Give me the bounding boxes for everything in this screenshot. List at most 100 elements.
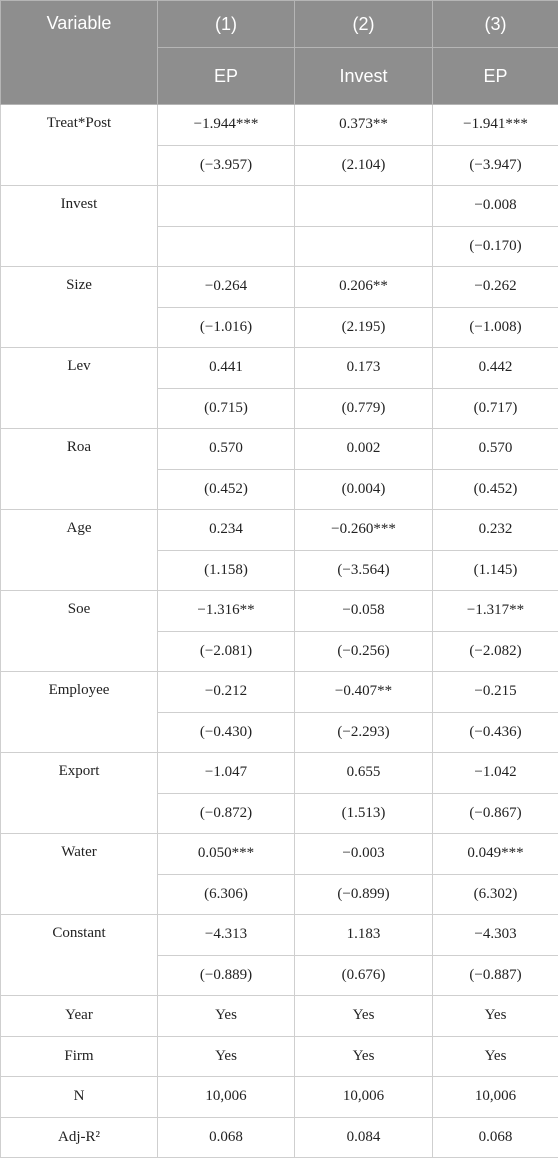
- coef-cell: 0.655: [295, 753, 433, 794]
- t-stat-cell: (−2.081): [158, 631, 295, 672]
- header-cell: (2): [295, 1, 433, 48]
- footer-cell: 10,006: [433, 1077, 558, 1118]
- t-stat-cell: (−0.887): [433, 955, 558, 996]
- header-row: Variable (1) (2) (3): [1, 1, 558, 48]
- footer-cell: 10,006: [158, 1077, 295, 1118]
- coef-cell: −0.212: [158, 672, 295, 713]
- empty-cell: [295, 226, 433, 267]
- t-stat-cell: (0.004): [295, 469, 433, 510]
- coef-cell: −0.003: [295, 834, 433, 875]
- t-stat-cell: (0.676): [295, 955, 433, 996]
- variable-label: Employee: [1, 672, 158, 753]
- t-stat-cell: (0.452): [433, 469, 558, 510]
- coef-cell: −0.407**: [295, 672, 433, 713]
- coef-cell: 0.050***: [158, 834, 295, 875]
- t-stat-cell: (0.717): [433, 388, 558, 429]
- t-stat-cell: (−1.016): [158, 307, 295, 348]
- footer-cell: Yes: [158, 1036, 295, 1077]
- variable-label: Lev: [1, 348, 158, 429]
- t-stat-cell: (2.104): [295, 145, 433, 186]
- coef-cell: 0.570: [158, 429, 295, 470]
- coef-cell: −1.317**: [433, 591, 558, 632]
- coef-row: Treat*Post−1.944***0.373**−1.941***: [1, 105, 558, 146]
- coef-cell: 0.002: [295, 429, 433, 470]
- t-stat-cell: (1.513): [295, 793, 433, 834]
- variable-label: Water: [1, 834, 158, 915]
- footer-cell: Yes: [295, 1036, 433, 1077]
- t-stat-cell: (−0.899): [295, 874, 433, 915]
- footer-label: Adj-R²: [1, 1117, 158, 1158]
- footer-label: Firm: [1, 1036, 158, 1077]
- t-stat-cell: (−0.867): [433, 793, 558, 834]
- variable-label: Age: [1, 510, 158, 591]
- header-cell: EP: [433, 48, 558, 105]
- coef-cell: 0.232: [433, 510, 558, 551]
- footer-cell: 0.068: [158, 1117, 295, 1158]
- variable-label: Size: [1, 267, 158, 348]
- footer-label: Year: [1, 996, 158, 1037]
- coef-cell: −4.313: [158, 915, 295, 956]
- variable-label: Invest: [1, 186, 158, 267]
- empty-cell: [158, 186, 295, 227]
- footer-cell: 10,006: [295, 1077, 433, 1118]
- variable-label: Roa: [1, 429, 158, 510]
- coef-cell: −0.264: [158, 267, 295, 308]
- footer-cell: Yes: [433, 1036, 558, 1077]
- t-stat-cell: (−0.436): [433, 712, 558, 753]
- empty-cell: [158, 226, 295, 267]
- footer-cell: 0.084: [295, 1117, 433, 1158]
- coef-cell: −0.260***: [295, 510, 433, 551]
- coef-cell: −4.303: [433, 915, 558, 956]
- coef-cell: 0.173: [295, 348, 433, 389]
- coef-row: Soe−1.316**−0.058−1.317**: [1, 591, 558, 632]
- header-cell: (1): [158, 1, 295, 48]
- coef-cell: 0.234: [158, 510, 295, 551]
- coef-row: Invest−0.008: [1, 186, 558, 227]
- t-stat-cell: (0.715): [158, 388, 295, 429]
- t-stat-cell: (0.452): [158, 469, 295, 510]
- coef-cell: −1.047: [158, 753, 295, 794]
- t-stat-cell: (−2.293): [295, 712, 433, 753]
- table-body: Treat*Post−1.944***0.373**−1.941***(−3.9…: [1, 105, 558, 1158]
- coef-cell: −0.262: [433, 267, 558, 308]
- t-stat-cell: (−0.256): [295, 631, 433, 672]
- t-stat-cell: (−1.008): [433, 307, 558, 348]
- variable-label: Export: [1, 753, 158, 834]
- coef-cell: −1.941***: [433, 105, 558, 146]
- t-stat-cell: (2.195): [295, 307, 433, 348]
- variable-label: Soe: [1, 591, 158, 672]
- footer-cell: Yes: [433, 996, 558, 1037]
- header-cell: (3): [433, 1, 558, 48]
- coef-cell: −1.316**: [158, 591, 295, 632]
- t-stat-cell: (−3.947): [433, 145, 558, 186]
- coef-cell: −1.944***: [158, 105, 295, 146]
- t-stat-cell: (−0.872): [158, 793, 295, 834]
- header-cell: Invest: [295, 48, 433, 105]
- t-stat-cell: (1.158): [158, 550, 295, 591]
- coef-cell: −1.042: [433, 753, 558, 794]
- coef-cell: 0.441: [158, 348, 295, 389]
- footer-label: N: [1, 1077, 158, 1118]
- coef-cell: −0.008: [433, 186, 558, 227]
- variable-label: Treat*Post: [1, 105, 158, 186]
- header-cell: Variable: [1, 1, 158, 105]
- empty-cell: [295, 186, 433, 227]
- t-stat-cell: (1.145): [433, 550, 558, 591]
- coef-cell: 0.373**: [295, 105, 433, 146]
- coef-cell: 0.206**: [295, 267, 433, 308]
- header-cell: EP: [158, 48, 295, 105]
- coef-cell: 0.570: [433, 429, 558, 470]
- coef-row: Employee−0.212−0.407**−0.215: [1, 672, 558, 713]
